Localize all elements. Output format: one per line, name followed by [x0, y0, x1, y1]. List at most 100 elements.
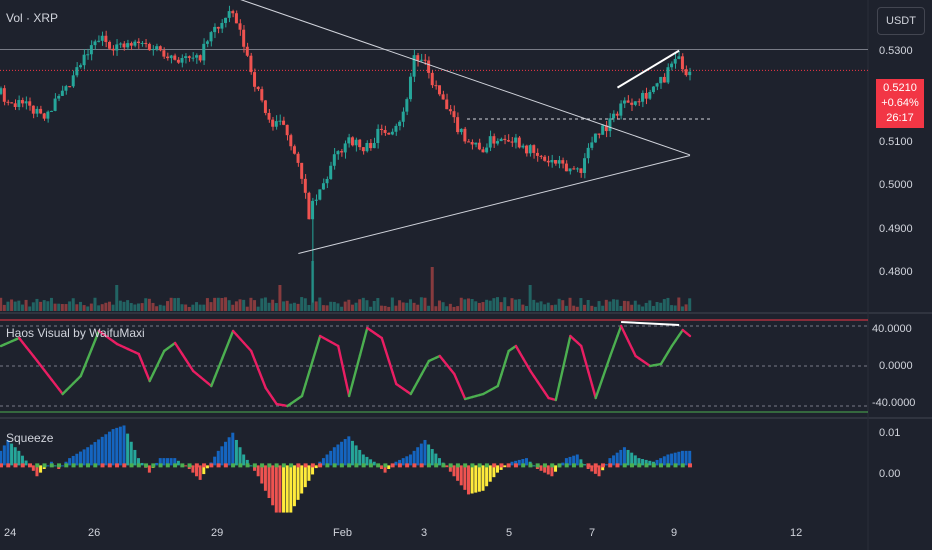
haos-oscillator-segment — [514, 344, 521, 354]
haos-oscillator-segment — [616, 324, 623, 338]
squeeze-histogram-bar — [492, 465, 496, 478]
squeeze-dot — [680, 463, 685, 468]
candle-body — [104, 35, 108, 42]
candle-body — [129, 43, 133, 46]
squeeze-panel-title[interactable]: Squeeze — [6, 431, 54, 445]
candle-body — [260, 89, 264, 101]
candle-body — [133, 41, 137, 46]
volume-bar — [648, 300, 652, 311]
candle-body — [216, 26, 220, 29]
candle-body — [525, 145, 529, 154]
volume-bar — [224, 297, 228, 311]
candle-body — [528, 145, 532, 154]
haos-axis-label: 0.0000 — [879, 360, 913, 372]
volume-bar — [71, 298, 75, 311]
squeeze-histogram-bar — [118, 426, 122, 466]
squeeze-histogram-bar — [133, 449, 137, 466]
squeeze-histogram-bar — [285, 465, 289, 513]
candle-body — [238, 23, 242, 30]
volume-bar — [408, 299, 412, 311]
squeeze-dot — [455, 463, 460, 468]
haos-oscillator-segment — [90, 338, 97, 351]
candle-body — [28, 101, 32, 106]
squeeze-histogram-bar — [583, 464, 587, 466]
squeeze-histogram-bar — [354, 445, 358, 466]
haos-oscillator-segment — [94, 329, 101, 342]
squeeze-histogram-bar — [137, 458, 140, 466]
volume-bar — [17, 300, 21, 311]
volume-bar — [677, 297, 681, 311]
squeeze-dot — [115, 463, 120, 468]
squeeze-histogram-bar — [394, 461, 398, 466]
volume-bar — [622, 300, 626, 311]
candle-body — [688, 71, 692, 76]
volume-bar — [166, 301, 170, 311]
squeeze-histogram-bar — [579, 459, 583, 466]
volume-bar — [633, 300, 637, 311]
squeeze-dot — [35, 463, 40, 468]
squeeze-histogram-bar — [659, 458, 663, 466]
squeeze-histogram-bar — [216, 450, 220, 466]
squeeze-dot — [528, 463, 533, 468]
squeeze-dot — [354, 463, 359, 468]
squeeze-dot — [492, 463, 497, 468]
candle-body — [0, 88, 3, 94]
volume-bar — [115, 285, 119, 311]
volume-bar — [608, 301, 612, 311]
squeeze-histogram-bar — [213, 456, 217, 466]
candle-body — [195, 55, 199, 58]
squeeze-histogram-bar — [173, 458, 177, 466]
squeeze-dot — [289, 463, 294, 468]
squeeze-histogram-bar — [20, 455, 24, 466]
squeeze-histogram-bar — [13, 447, 17, 466]
volume-bar — [140, 303, 144, 311]
haos-oscillator-segment — [250, 349, 257, 362]
squeeze-histogram-bar — [477, 465, 481, 492]
symbol-title[interactable]: Vol · XRP — [6, 11, 59, 25]
volume-bar — [644, 302, 648, 311]
volume-bar — [597, 301, 601, 311]
squeeze-dot — [484, 463, 489, 468]
candle-body — [285, 124, 289, 136]
haos-oscillator-segment — [137, 352, 144, 365]
haos-oscillator-segment — [337, 344, 344, 364]
candle-body — [466, 141, 470, 143]
squeeze-histogram-bar — [184, 465, 188, 467]
squeeze-dot — [136, 463, 141, 468]
haos-panel-title[interactable]: Haos Visual by WaifuMaxi — [6, 326, 145, 340]
squeeze-histogram-bar — [405, 456, 409, 466]
volume-bar — [554, 304, 558, 311]
haos-oscillator-segment — [213, 366, 220, 379]
time-axis-label: 26 — [88, 527, 101, 539]
volume-bar — [604, 299, 608, 311]
candle-body — [641, 92, 645, 102]
squeeze-histogram-bar — [622, 447, 626, 466]
squeeze-histogram-bar — [71, 455, 75, 466]
currency-button[interactable]: USDT — [877, 7, 925, 35]
squeeze-dot — [274, 463, 279, 468]
squeeze-histogram-bar — [46, 465, 50, 467]
squeeze-histogram-bar — [278, 465, 282, 513]
volume-bar — [278, 285, 282, 311]
candle-body — [612, 113, 616, 119]
time-axis-label: Feb — [333, 527, 352, 539]
volume-bar — [256, 306, 260, 311]
squeeze-dot — [593, 463, 598, 468]
candle-body — [655, 83, 659, 87]
volume-bar — [42, 300, 46, 311]
squeeze-dot — [419, 463, 424, 468]
volume-bar — [104, 302, 108, 311]
volume-bar — [28, 306, 32, 311]
volume-bar — [147, 298, 151, 311]
candle-body — [151, 49, 155, 51]
volume-bar — [680, 306, 684, 311]
volume-bar — [688, 298, 692, 311]
squeeze-histogram-bar — [684, 450, 688, 466]
volume-bar — [383, 305, 387, 311]
volume-bar — [376, 298, 380, 311]
candle-body — [427, 60, 431, 73]
candle-body — [111, 48, 115, 51]
volume-bar — [492, 298, 496, 311]
volume-bar — [575, 306, 579, 311]
